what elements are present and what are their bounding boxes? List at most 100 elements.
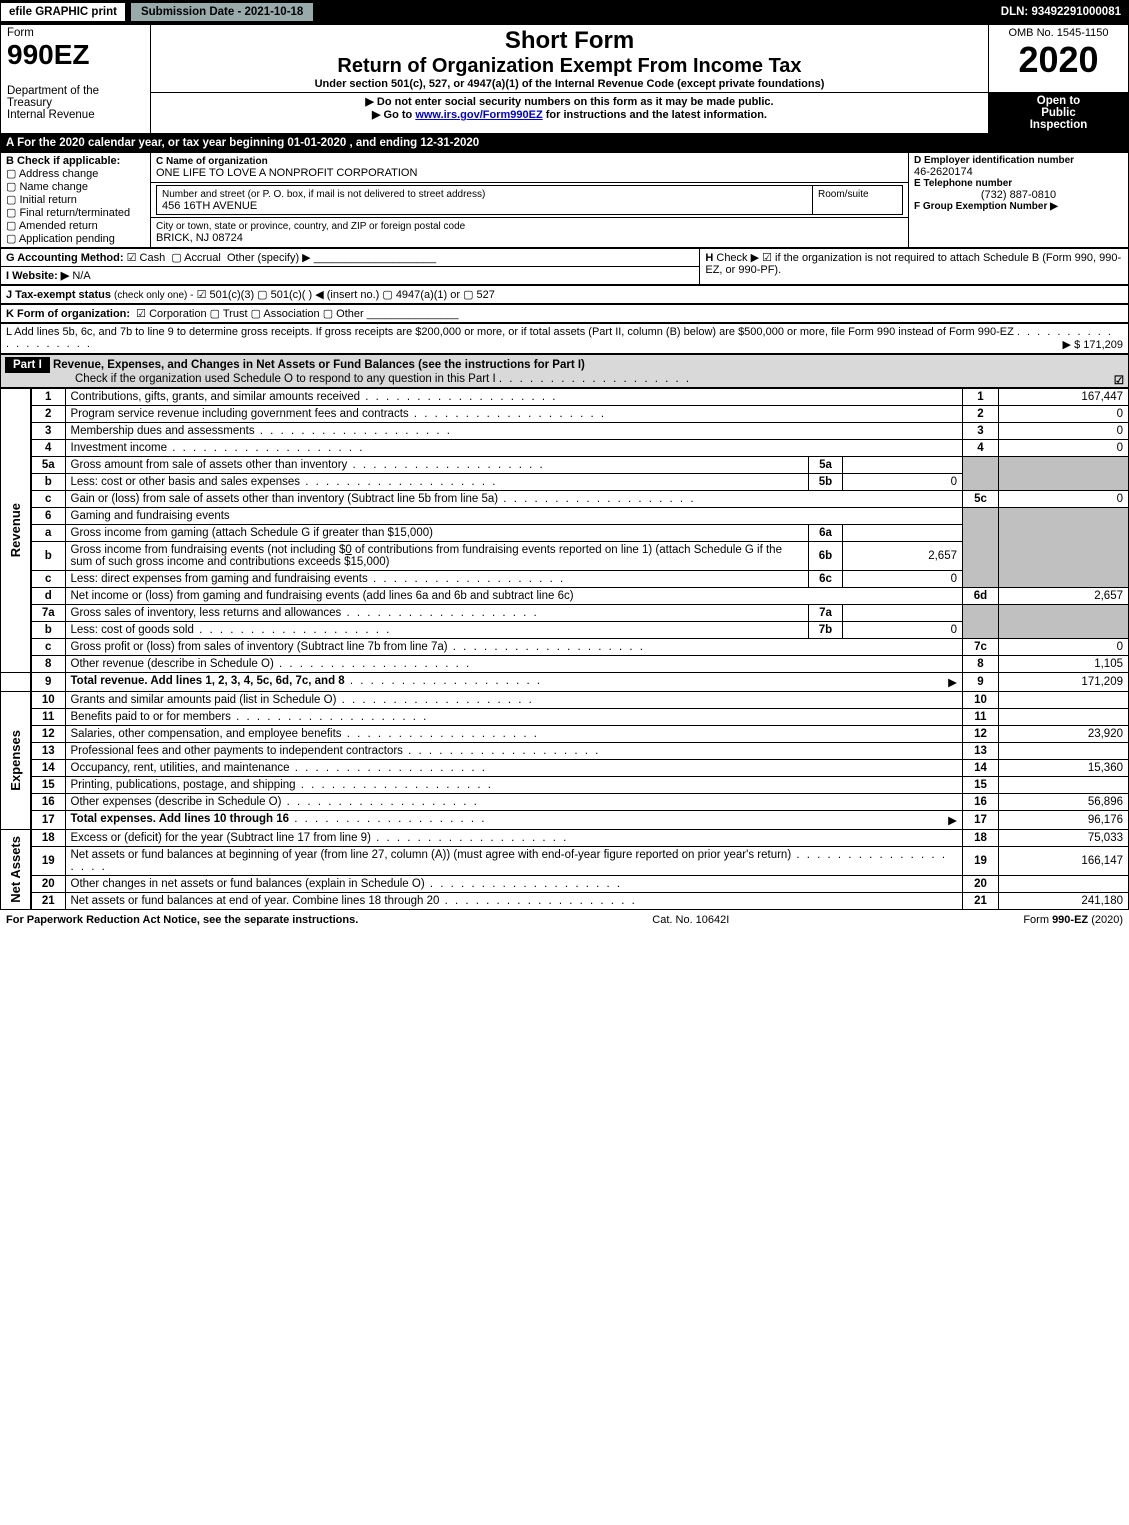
- desc-18: Excess or (deficit) for the year (Subtra…: [71, 832, 371, 844]
- box-f-label: F Group Exemption Number ▶: [914, 201, 1123, 212]
- line-j-label: J Tax-exempt status: [6, 289, 111, 301]
- line-h-text: Check ▶ ☑ if the organization is not req…: [705, 252, 1121, 276]
- val-4: 0: [999, 440, 1129, 457]
- page-footer: For Paperwork Reduction Act Notice, see …: [0, 910, 1129, 930]
- chk-initial-return[interactable]: ▢ Initial return: [6, 193, 145, 206]
- subval-5b: 0: [843, 474, 963, 491]
- val-13: [999, 743, 1129, 760]
- desc-6a: Gross income from gaming (attach Schedul…: [71, 527, 433, 539]
- box-e-label: E Telephone number: [914, 178, 1123, 189]
- sub-7b: 7b: [809, 622, 843, 639]
- line-l-text: L Add lines 5b, 6c, and 7b to line 9 to …: [6, 326, 1014, 338]
- desc-5c: Gain or (loss) from sale of assets other…: [71, 493, 499, 505]
- desc-16: Other expenses (describe in Schedule O): [71, 796, 282, 808]
- desc-3: Membership dues and assessments: [71, 425, 255, 437]
- addr-label: Number and street (or P. O. box, if mail…: [162, 189, 485, 200]
- num-15: 15: [963, 777, 999, 794]
- chk-amended-return[interactable]: ▢ Amended return: [6, 219, 145, 232]
- side-expenses: Expenses: [6, 728, 25, 793]
- chk-address-change[interactable]: ▢ Address change: [6, 167, 145, 180]
- part-i-table: Revenue 1 Contributions, gifts, grants, …: [0, 388, 1129, 910]
- phone-value: (732) 887-0810: [914, 189, 1123, 201]
- line-h-label: H: [705, 252, 713, 264]
- num-10: 10: [963, 692, 999, 709]
- val-16: 56,896: [999, 794, 1129, 811]
- desc-6d: Net income or (loss) from gaming and fun…: [71, 590, 574, 602]
- subval-5a: [843, 457, 963, 474]
- ln-15: 15: [31, 777, 65, 794]
- num-8: 8: [963, 656, 999, 673]
- city-label: City or town, state or province, country…: [156, 221, 465, 232]
- ln-7b: b: [31, 622, 65, 639]
- goto-post: for instructions and the latest informat…: [543, 109, 767, 121]
- desc-14: Occupancy, rent, utilities, and maintena…: [71, 762, 290, 774]
- top-bar: efile GRAPHIC print Submission Date - 20…: [0, 0, 1129, 24]
- ln-19: 19: [31, 847, 65, 876]
- chk-application-pending[interactable]: ▢ Application pending: [6, 232, 145, 245]
- subval-6b: 2,657: [843, 542, 963, 571]
- desc-11: Benefits paid to or for members: [71, 711, 231, 723]
- num-18: 18: [963, 830, 999, 847]
- chk-final-return[interactable]: ▢ Final return/terminated: [6, 206, 145, 219]
- ln-6b: b: [31, 542, 65, 571]
- desc-8: Other revenue (describe in Schedule O): [71, 658, 274, 670]
- efile-print-label[interactable]: efile GRAPHIC print: [0, 2, 126, 22]
- ln-17: 17: [31, 811, 65, 830]
- num-4: 4: [963, 440, 999, 457]
- under-section-text: Under section 501(c), 527, or 4947(a)(1)…: [157, 78, 982, 90]
- val-10: [999, 692, 1129, 709]
- val-3: 0: [999, 423, 1129, 440]
- goto-pre: ▶ Go to: [372, 109, 415, 121]
- num-21: 21: [963, 893, 999, 910]
- chk-cash[interactable]: ☑ Cash: [127, 252, 166, 264]
- ln-18: 18: [31, 830, 65, 847]
- irs-link[interactable]: www.irs.gov/Form990EZ: [415, 109, 542, 121]
- num-13: 13: [963, 743, 999, 760]
- side-net-assets: Net Assets: [6, 834, 25, 905]
- val-15: [999, 777, 1129, 794]
- line-j-opts[interactable]: ☑ 501(c)(3) ▢ 501(c)( ) ◀ (insert no.) ▢…: [197, 289, 495, 301]
- other-blank[interactable]: ____________________: [314, 252, 436, 264]
- ln-21: 21: [31, 893, 65, 910]
- box-d-label: D Employer identification number: [914, 155, 1123, 166]
- desc-19: Net assets or fund balances at beginning…: [71, 849, 792, 861]
- desc-6b: Gross income from fundraising events (no…: [65, 542, 809, 571]
- part-i-check-text: Check if the organization used Schedule …: [5, 373, 496, 385]
- room-label: Room/suite: [818, 189, 869, 200]
- line-k-opts[interactable]: ☑ Corporation ▢ Trust ▢ Association ▢ Ot…: [136, 308, 364, 320]
- ln-1: 1: [31, 389, 65, 406]
- ln-5b: b: [31, 474, 65, 491]
- num-3: 3: [963, 423, 999, 440]
- num-20: 20: [963, 876, 999, 893]
- ln-13: 13: [31, 743, 65, 760]
- part-i-tag: Part I: [5, 357, 50, 373]
- no-ssn-warning: ▶ Do not enter social security numbers o…: [157, 95, 982, 108]
- val-14: 15,360: [999, 760, 1129, 777]
- val-19: 166,147: [999, 847, 1129, 876]
- submission-date-label: Submission Date - 2021-10-18: [130, 2, 314, 22]
- subval-6a: [843, 525, 963, 542]
- dept-treasury-2: Internal Revenue: [7, 109, 144, 121]
- arrow-9: ▶: [948, 675, 957, 689]
- val-2: 0: [999, 406, 1129, 423]
- box-c-label: C Name of organization: [156, 156, 268, 167]
- line-a-tax-year: A For the 2020 calendar year, or tax yea…: [0, 134, 1129, 152]
- street-address: 456 16TH AVENUE: [162, 200, 257, 212]
- chk-name-change[interactable]: ▢ Name change: [6, 180, 145, 193]
- val-12: 23,920: [999, 726, 1129, 743]
- form-ref: Form 990-EZ (2020): [1023, 914, 1123, 926]
- form-word: Form: [7, 27, 144, 39]
- return-title: Return of Organization Exempt From Incom…: [157, 55, 982, 78]
- ln-8: 8: [31, 656, 65, 673]
- val-5c: 0: [999, 491, 1129, 508]
- open-public-2: Public: [995, 107, 1122, 119]
- val-1: 167,447: [999, 389, 1129, 406]
- other-specify: Other (specify) ▶: [227, 252, 311, 264]
- line-i-label: I Website: ▶: [6, 270, 69, 282]
- subval-7b: 0: [843, 622, 963, 639]
- chk-accrual[interactable]: ▢ Accrual: [171, 252, 221, 264]
- ln-6a: a: [31, 525, 65, 542]
- part-i-checkmark[interactable]: ☑: [1114, 373, 1124, 387]
- num-19: 19: [963, 847, 999, 876]
- ln-6d: d: [31, 588, 65, 605]
